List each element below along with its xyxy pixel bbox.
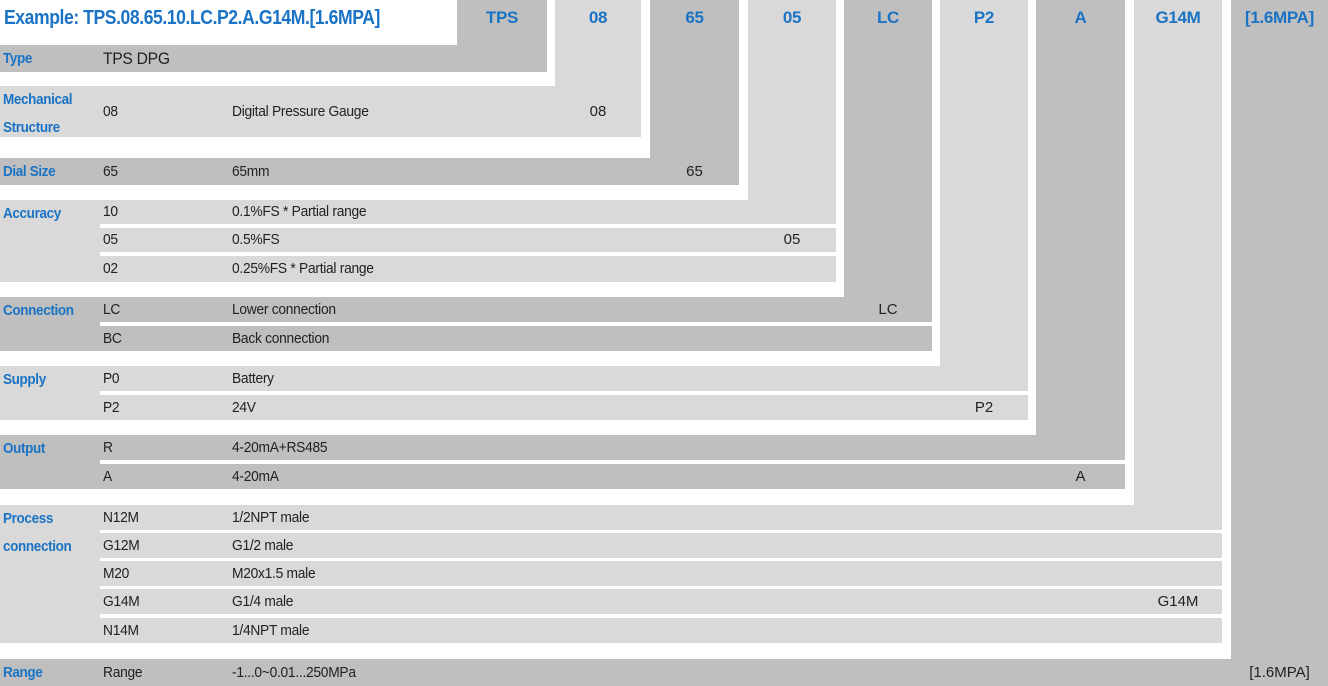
option-description: Lower connection xyxy=(232,300,336,318)
option-code: 05 xyxy=(103,231,118,248)
option-row xyxy=(99,533,1222,558)
option-code: N14M xyxy=(103,621,139,639)
option-code: G14M xyxy=(103,592,140,610)
option-description: 0.5%FS xyxy=(232,231,280,248)
option-code: 65 xyxy=(103,162,118,180)
option-description: Battery xyxy=(232,369,274,387)
option-row xyxy=(99,297,932,322)
option-description: 1/4NPT male xyxy=(232,621,310,639)
code-column-7 xyxy=(1134,0,1222,505)
option-row xyxy=(99,200,836,224)
column-header-code: 05 xyxy=(782,8,802,27)
option-code: M20 xyxy=(103,564,130,582)
group-label: Type xyxy=(3,49,33,67)
example-code-title: Example: TPS.08.65.10.LC.P2.A.G14M.[1.6M… xyxy=(4,7,380,29)
option-description: 0.25%FS * Partial range xyxy=(232,260,374,277)
group-label: Output xyxy=(3,440,46,457)
option-row xyxy=(99,435,1125,460)
column-header-code: P2 xyxy=(973,8,995,27)
option-code: 02 xyxy=(103,260,118,277)
option-code: P2 xyxy=(103,398,120,416)
option-description: 1/2NPT male xyxy=(232,508,310,526)
group-label: Process connection xyxy=(3,510,72,555)
group-label: Accuracy xyxy=(3,205,61,222)
selected-code: 05 xyxy=(783,231,801,248)
column-header-code: G14M xyxy=(1155,8,1201,27)
code-column-1 xyxy=(555,0,641,86)
option-description: -1...0~0.01...250MPa xyxy=(232,663,356,681)
selected-code: A xyxy=(1075,467,1086,485)
group-label-cell xyxy=(0,435,100,489)
option-row xyxy=(99,256,836,282)
option-code: P0 xyxy=(103,369,120,387)
option-code: G12M xyxy=(103,536,140,554)
option-row xyxy=(99,86,641,137)
group-label: Supply xyxy=(3,371,46,388)
option-description: 24V xyxy=(232,398,256,416)
selected-code: LC xyxy=(878,300,898,318)
group-label-cell xyxy=(0,659,100,686)
option-description: G1/4 male xyxy=(232,592,294,610)
code-column-4 xyxy=(844,0,932,297)
group-label-cell xyxy=(0,158,100,185)
column-header-code: TPS xyxy=(485,8,519,27)
option-description: G1/2 male xyxy=(232,536,294,554)
group-label-cell xyxy=(0,200,100,282)
selected-code: 65 xyxy=(686,162,703,180)
column-header-code: LC xyxy=(876,8,900,27)
option-code: TPS DPG xyxy=(103,48,170,68)
group-label: Mechanical Structure xyxy=(3,91,73,136)
option-row xyxy=(99,464,1125,489)
option-code: 08 xyxy=(103,102,118,120)
group-label-cell xyxy=(0,297,100,351)
option-row xyxy=(99,45,547,72)
option-description: Digital Pressure Gauge xyxy=(232,102,369,120)
option-description: Back connection xyxy=(232,329,330,347)
option-row xyxy=(99,366,1028,391)
option-code: Range xyxy=(103,663,143,681)
option-description: 65mm xyxy=(232,162,270,180)
column-header-code: 08 xyxy=(588,8,608,27)
group-label: Dial Size xyxy=(3,162,56,180)
code-column-8 xyxy=(1231,0,1328,659)
code-column-6 xyxy=(1036,0,1125,435)
option-description: 0.1%FS * Partial range xyxy=(232,203,367,220)
group-label-cell xyxy=(0,45,100,72)
option-row xyxy=(99,158,739,185)
code-column-3 xyxy=(748,0,836,200)
selected-code: P2 xyxy=(974,398,994,416)
option-code: R xyxy=(103,438,113,456)
code-column-5 xyxy=(940,0,1028,366)
column-header-code: [1.6MPA] xyxy=(1244,8,1315,27)
option-code: BC xyxy=(103,329,122,347)
selected-code: [1.6MPA] xyxy=(1249,663,1310,681)
group-label-cell xyxy=(0,86,100,137)
option-row xyxy=(99,589,1222,614)
column-header-code: A xyxy=(1074,8,1087,27)
option-row xyxy=(99,618,1222,643)
option-description: 4-20mA+RS485 xyxy=(232,438,328,456)
option-code: A xyxy=(103,467,112,485)
option-description: 4-20mA xyxy=(232,467,279,485)
selected-code: G14M xyxy=(1157,592,1199,610)
group-label: Connection xyxy=(3,302,74,319)
option-row xyxy=(99,326,932,351)
code-column-0 xyxy=(457,0,547,45)
column-header-code: 65 xyxy=(685,8,704,27)
group-label-cell xyxy=(0,366,100,420)
code-column-2 xyxy=(650,0,739,158)
option-code: 10 xyxy=(103,203,118,220)
group-label: Range xyxy=(3,663,43,681)
group-label-cell xyxy=(0,505,100,643)
option-row xyxy=(99,505,1222,530)
option-row xyxy=(99,395,1028,420)
option-row xyxy=(99,228,836,252)
option-row xyxy=(99,561,1222,586)
option-code: N12M xyxy=(103,508,139,526)
selected-code: 08 xyxy=(589,102,607,120)
option-code: LC xyxy=(103,300,121,318)
option-description: M20x1.5 male xyxy=(232,564,316,582)
option-row xyxy=(99,659,1328,686)
